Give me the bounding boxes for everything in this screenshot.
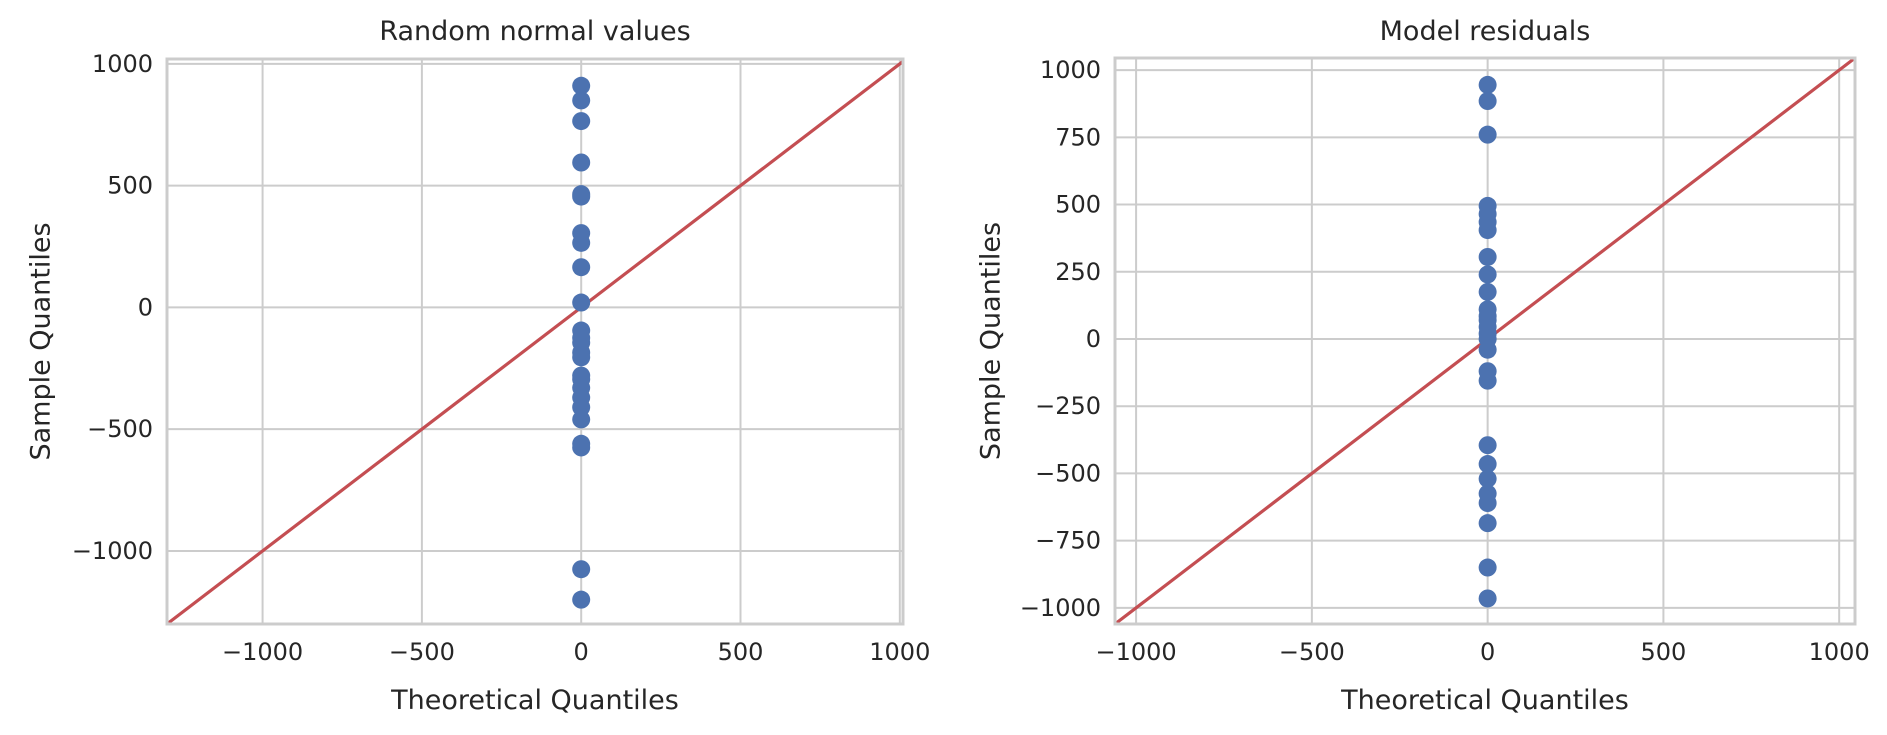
- data-point: [572, 153, 591, 172]
- y-tick-label: −500: [1035, 459, 1101, 487]
- data-point: [572, 560, 591, 579]
- data-point: [572, 224, 591, 243]
- data-point: [1478, 196, 1497, 215]
- x-tick-label: 0: [1480, 638, 1495, 666]
- data-point: [1478, 469, 1497, 488]
- y-tick-label: −250: [1035, 392, 1101, 420]
- x-tick-label: −1000: [222, 638, 303, 666]
- data-point: [572, 321, 591, 340]
- y-tick-label: 1000: [92, 50, 153, 78]
- reference-line: [166, 60, 904, 626]
- y-tick-label: 500: [107, 172, 153, 200]
- data-point: [572, 293, 591, 312]
- x-tick-label: 500: [1641, 638, 1687, 666]
- y-tick-label: 1000: [1040, 56, 1101, 84]
- qq-plot-random-normal: −1000 −500 0 500 1000 −1000 −500 0 500 1000 Rando…: [26, 16, 931, 716]
- plot-frame: [1113, 56, 1857, 626]
- data-point: [572, 112, 591, 131]
- y-tick-label: −1000: [1020, 594, 1101, 622]
- data-point: [1478, 282, 1497, 301]
- data-point: [1478, 247, 1497, 266]
- x-tick-label: −500: [389, 638, 455, 666]
- data-point: [1478, 484, 1497, 503]
- y-tick-label: 750: [1055, 123, 1101, 151]
- y-tick-label: 0: [138, 293, 153, 321]
- data-point: [572, 185, 591, 204]
- chart-title: Random normal values: [379, 16, 690, 47]
- y-tick-label: 250: [1055, 258, 1101, 286]
- data-point: [1478, 92, 1497, 111]
- data-point: [572, 258, 591, 277]
- data-point: [1478, 75, 1497, 94]
- qq-plot-model-residuals: −1000 −500 0 500 1000 −1000 −750 −500 −250 0 250 50…: [976, 16, 1870, 716]
- data-point: [572, 76, 591, 95]
- y-tick-label: −750: [1035, 527, 1101, 555]
- x-tick-label: −500: [1279, 638, 1345, 666]
- y-tick-label: 0: [1086, 325, 1101, 353]
- y-axis-label: Sample Quantiles: [976, 222, 1007, 460]
- data-point: [572, 366, 591, 385]
- x-tick-label: −1000: [1095, 638, 1176, 666]
- data-point: [1478, 514, 1497, 533]
- x-tick-label: 1000: [1809, 638, 1870, 666]
- data-point: [1478, 436, 1497, 455]
- y-tick-label: −1000: [72, 537, 153, 565]
- x-tick-label: 0: [574, 638, 589, 666]
- data-point: [572, 590, 591, 609]
- y-tick-label: −500: [87, 415, 153, 443]
- x-tick-label: 1000: [869, 638, 930, 666]
- x-tick-label: 500: [718, 638, 764, 666]
- chart-title: Model residuals: [1380, 16, 1591, 47]
- data-point: [1478, 265, 1497, 284]
- x-axis-label: Theoretical Quantiles: [1340, 685, 1629, 716]
- data-point: [1478, 589, 1497, 608]
- data-point: [1478, 455, 1497, 474]
- data-point: [1478, 300, 1497, 319]
- data-point: [1478, 362, 1497, 381]
- data-point: [572, 434, 591, 453]
- y-tick-label: 500: [1055, 191, 1101, 219]
- data-point: [1478, 125, 1497, 144]
- plot-frame: [165, 57, 905, 626]
- data-point: [1478, 558, 1497, 577]
- data-point: [572, 91, 591, 110]
- y-axis-label: Sample Quantiles: [26, 222, 57, 460]
- x-axis-label: Theoretical Quantiles: [390, 685, 679, 716]
